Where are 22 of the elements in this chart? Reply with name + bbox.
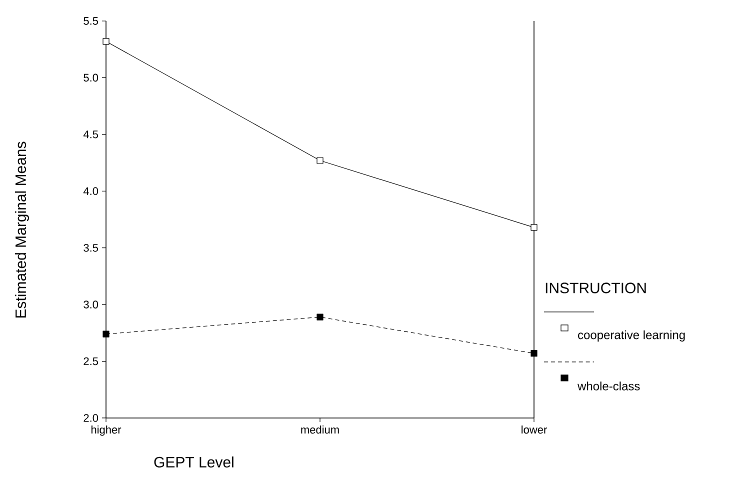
point <box>316 157 324 164</box>
y-tick-label: 2.5 <box>84 357 98 366</box>
x-tick-label: lower <box>522 426 547 434</box>
y-tick-label: 4.5 <box>83 130 98 138</box>
x-tick-label: higher <box>91 426 122 436</box>
y-tick-label: 4.0 <box>83 187 98 196</box>
x-axis-title: GEPT Level <box>154 456 234 468</box>
legend-title: INSTRUCTION <box>546 282 646 294</box>
legend-label: whole-class <box>578 382 640 390</box>
x-tick-label: medium <box>301 426 339 434</box>
y-tick-label: 2.0 <box>84 414 98 422</box>
y-axis-title: Estimated Marginal Means <box>15 142 29 318</box>
point <box>102 38 110 45</box>
y-tick-label: 5.5 <box>84 17 98 25</box>
legend-label: cooperative learning <box>578 330 685 342</box>
y-tick-label: 3.5 <box>84 244 98 252</box>
point <box>530 224 538 231</box>
point <box>316 314 324 320</box>
y-tick-label: 5.0 <box>84 74 98 82</box>
y-tick-label: 3.0 <box>84 300 98 308</box>
point <box>530 350 538 357</box>
point <box>102 330 110 338</box>
